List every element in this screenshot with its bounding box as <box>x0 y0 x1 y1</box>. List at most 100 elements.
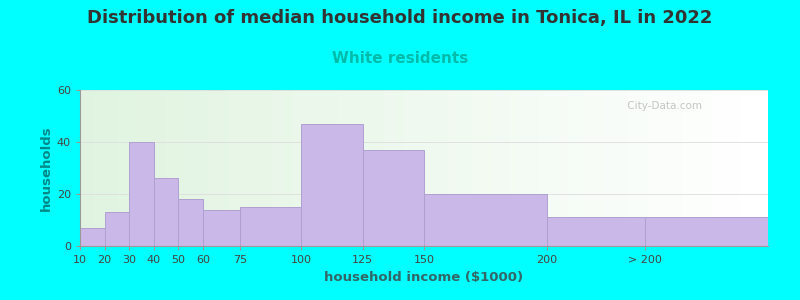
Bar <box>486 90 490 246</box>
Bar <box>575 90 578 246</box>
Bar <box>675 90 678 246</box>
Bar <box>328 90 331 246</box>
Bar <box>475 90 479 246</box>
Bar <box>421 90 424 246</box>
Bar <box>634 90 638 246</box>
Bar <box>744 90 747 246</box>
Bar <box>149 90 152 246</box>
Bar <box>434 90 438 246</box>
Bar <box>286 90 290 246</box>
Bar <box>390 90 393 246</box>
Bar <box>734 90 737 246</box>
Bar <box>259 90 262 246</box>
Bar <box>348 90 352 246</box>
Bar <box>493 90 496 246</box>
Bar <box>297 90 300 246</box>
Bar <box>582 90 586 246</box>
Bar <box>138 90 142 246</box>
Bar <box>417 90 421 246</box>
Bar <box>290 90 294 246</box>
Bar <box>682 90 686 246</box>
Bar <box>503 90 506 246</box>
Bar <box>472 90 475 246</box>
Bar <box>462 90 466 246</box>
Bar <box>162 90 166 246</box>
Bar <box>699 90 702 246</box>
Bar <box>273 90 276 246</box>
Bar <box>200 90 204 246</box>
X-axis label: household income ($1000): household income ($1000) <box>325 271 523 284</box>
Bar <box>710 90 713 246</box>
Bar <box>128 90 131 246</box>
Bar <box>342 90 345 246</box>
Bar <box>400 90 403 246</box>
Bar <box>706 90 710 246</box>
Bar <box>645 218 768 246</box>
Bar <box>406 90 410 246</box>
Bar <box>630 90 634 246</box>
Bar <box>386 90 390 246</box>
Bar <box>379 90 382 246</box>
Bar <box>111 90 114 246</box>
Bar <box>366 90 369 246</box>
Bar <box>358 90 362 246</box>
Bar <box>730 90 734 246</box>
Bar <box>105 212 129 246</box>
Bar <box>362 150 424 246</box>
Bar <box>376 90 379 246</box>
Bar <box>283 90 286 246</box>
Bar <box>765 90 768 246</box>
Bar <box>520 90 524 246</box>
Bar <box>606 90 610 246</box>
Bar <box>534 90 538 246</box>
Bar <box>393 90 397 246</box>
Bar <box>720 90 723 246</box>
Bar <box>301 124 362 246</box>
Bar <box>686 90 689 246</box>
Bar <box>122 90 125 246</box>
Bar <box>662 90 665 246</box>
Bar <box>142 90 146 246</box>
Bar <box>362 90 366 246</box>
Bar <box>538 90 541 246</box>
Bar <box>490 90 493 246</box>
Bar <box>331 90 334 246</box>
Bar <box>578 90 582 246</box>
Bar <box>178 199 203 246</box>
Bar <box>90 90 94 246</box>
Bar <box>83 90 87 246</box>
Bar <box>294 90 297 246</box>
Bar <box>506 90 510 246</box>
Bar <box>176 90 180 246</box>
Bar <box>466 90 469 246</box>
Bar <box>451 90 455 246</box>
Bar <box>541 90 544 246</box>
Bar <box>197 90 200 246</box>
Bar <box>599 90 603 246</box>
Bar <box>255 90 259 246</box>
Bar <box>530 90 534 246</box>
Bar <box>750 90 754 246</box>
Bar <box>427 90 431 246</box>
Bar <box>527 90 530 246</box>
Bar <box>496 90 500 246</box>
Bar <box>173 90 176 246</box>
Bar <box>382 90 386 246</box>
Bar <box>114 90 118 246</box>
Text: City-Data.com: City-Data.com <box>623 101 702 111</box>
Bar <box>154 178 178 246</box>
Bar <box>245 90 249 246</box>
Bar <box>97 90 101 246</box>
Bar <box>658 90 662 246</box>
Y-axis label: households: households <box>40 125 53 211</box>
Bar <box>266 90 269 246</box>
Bar <box>225 90 228 246</box>
Bar <box>654 90 658 246</box>
Bar <box>125 90 128 246</box>
Bar <box>238 90 242 246</box>
Bar <box>641 90 644 246</box>
Bar <box>548 90 551 246</box>
Bar <box>104 90 107 246</box>
Bar <box>554 90 558 246</box>
Bar <box>94 90 97 246</box>
